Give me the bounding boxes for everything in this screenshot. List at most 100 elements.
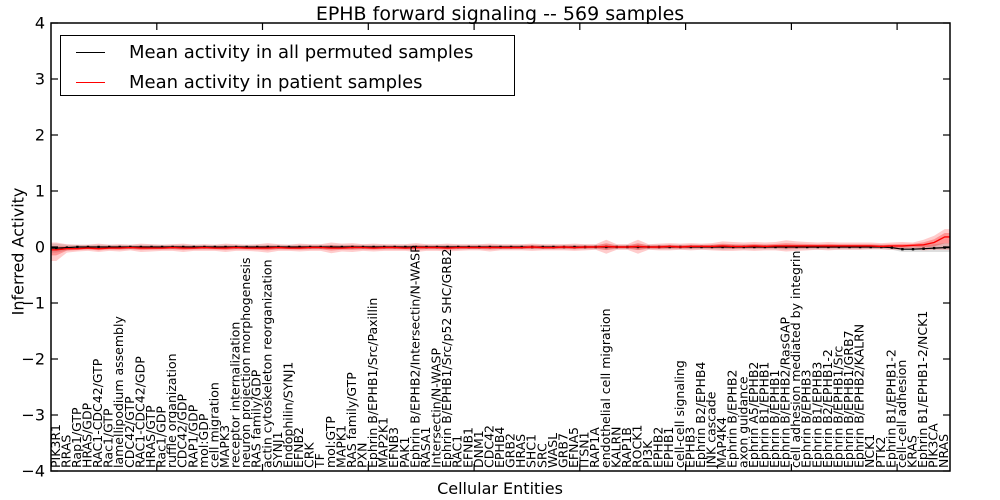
x-tick-label: CDC42/GTP xyxy=(122,396,137,468)
patient-mean-line xyxy=(51,236,950,251)
x-tick-label: MAP2K1 xyxy=(376,417,391,468)
x-tick-label: Ephrin A5/EPHB2 xyxy=(746,362,761,468)
x-tick-label: neuron projection morphogenesis xyxy=(238,257,253,468)
legend-label-patient-samples: Mean activity in patient samples xyxy=(129,71,423,93)
x-tick-label: GRB7 xyxy=(556,433,571,468)
x-tick-label: GRB2 xyxy=(503,433,518,468)
x-tick-label: WASL xyxy=(545,433,560,468)
x-tick-label: cell migration xyxy=(206,382,221,468)
x-tick-label: RAP1B xyxy=(619,427,634,468)
x-tick-label: EFNB1 xyxy=(460,427,475,468)
x-tick-label: Ephrin B/EPHB2/KALRN xyxy=(852,324,867,468)
x-tick-label: RAC1-CDC42/GDP xyxy=(132,356,147,468)
x-tick-label: cell-cell signaling xyxy=(672,360,687,468)
x-tick-label: PIK3CA xyxy=(926,423,941,468)
x-tick-label: MAPK3 xyxy=(217,425,232,468)
x-tick-label: HRAS/GDP xyxy=(80,402,95,468)
x-tick-label: endothelial cell migration xyxy=(598,308,613,468)
patient-band xyxy=(51,229,950,261)
x-tick-label: RAS family/GDP xyxy=(249,369,264,468)
x-tick-label: SRC xyxy=(534,443,549,468)
x-tick-label: EFNB3 xyxy=(386,427,401,468)
x-tick-label: RASA1 xyxy=(418,427,433,468)
x-tick-label: Ephrin B1/EPHB1-2/NCK1 xyxy=(915,311,930,468)
y-tick-label: 4 xyxy=(35,14,45,33)
x-tick-label: lamellipodium assembly xyxy=(111,316,126,468)
x-tick-label: cell-cell adhesion xyxy=(894,360,909,468)
x-tick-label: actin cytoskeleton reorganization xyxy=(259,259,274,468)
x-tick-label: Ephrin B/EPHB2/Intersectin/N-WASP xyxy=(407,245,422,468)
tick-marks xyxy=(51,22,950,472)
x-tick-label: Rac1/GTP xyxy=(101,408,116,468)
x-tick-label: RAS family/GTP xyxy=(344,372,359,468)
x-tick-label: mol:GDP xyxy=(196,413,211,468)
x-tick-label: CDC42 xyxy=(481,425,496,468)
x-tick-label: SHC1 xyxy=(524,434,539,468)
x-tick-label: Ephrin B1/EPHB1-2 xyxy=(883,349,898,468)
x-tick-label: Ephrin B2/EPHB4 xyxy=(693,362,708,468)
x-tick-label: Ephrin B/EPHB1/GRB7 xyxy=(841,330,856,468)
x-tick-label: RAC1-CDC42/GTP xyxy=(90,358,105,468)
x-tick-label: MAP4K4 xyxy=(714,417,729,468)
x-tick-label: EPHB3 xyxy=(682,427,697,468)
x-tick-label: mol:GTP xyxy=(323,416,338,468)
x-tick-label: cell adhesion mediated by integrin xyxy=(788,251,803,468)
y-tick-label: −3 xyxy=(21,406,45,425)
x-tick-label: Ephrin B/EPHB1/Src/p52 SHC/GRB2 xyxy=(439,249,454,469)
x-axis-label: Cellular Entities xyxy=(437,479,563,498)
x-tick-label: PI3K xyxy=(640,440,655,468)
x-tick-label: Intersectin/N-WASP xyxy=(429,348,444,468)
x-tick-label: NCK1 xyxy=(862,434,877,468)
y-tick-label: 1 xyxy=(35,182,45,201)
x-tick-label: SYNJ1 xyxy=(270,431,285,468)
legend-entry-permuted: Mean activity in all permuted samples xyxy=(61,38,514,66)
x-tick-label: CRK xyxy=(302,442,317,468)
x-tick-label: Rac1/GDP xyxy=(154,406,169,468)
x-tick-label: Ephrin B/EPHB1/Src xyxy=(830,346,845,468)
x-tick-label: Ephrin B/EPHB2 xyxy=(725,370,740,468)
x-tick-label: ITSN1 xyxy=(577,431,592,468)
x-tick-label: CDC42/GDP xyxy=(175,393,190,468)
x-tick-label: Ephrin B/EPHB1/Src/Paxillin xyxy=(365,298,380,468)
x-tick-label: ROCK1 xyxy=(630,425,645,468)
x-tick-label: axon guidance xyxy=(735,376,750,468)
x-tick-label: ruffle organization xyxy=(164,353,179,468)
x-tick-label: Ephrin B/EPHB3 xyxy=(799,370,814,468)
x-tick-label: DNM1 xyxy=(471,430,486,468)
x-tick-label: EFNA5 xyxy=(566,427,581,468)
x-tick-label: PIK3R1 xyxy=(48,424,63,468)
x-tick-label: EPHB4 xyxy=(492,427,507,468)
x-tick-label: Ephrin B/EPHB2/RasGAP xyxy=(778,317,793,468)
legend-line-patient-samples xyxy=(76,81,105,83)
x-tick-label: KALRN xyxy=(608,426,623,468)
x-tick-label: RAP1/GDP xyxy=(185,404,200,468)
x-tick-label: Ephrin B/EPHB1 xyxy=(767,370,782,468)
x-tick-label: EPHB1 xyxy=(661,427,676,468)
chart-title: EPHB forward signaling -- 569 samples xyxy=(315,3,685,25)
x-tick-label: PTK2 xyxy=(873,437,888,468)
x-tick-label: PAK1 xyxy=(397,437,412,468)
x-tick-label: RAP1A xyxy=(587,427,602,468)
legend-label-permuted-samples: Mean activity in all permuted samples xyxy=(129,41,474,63)
x-tick-label: MAPK1 xyxy=(333,425,348,468)
x-tick-label: RRAS xyxy=(58,435,73,468)
x-tick-label: HRAS/GTP xyxy=(143,405,158,468)
x-tick-label: Ephrin B1/EPHB3 xyxy=(809,362,824,468)
x-tick-label: receptor internalization xyxy=(228,322,243,468)
x-tick-label: Ephrin B2/EPHB1-2 xyxy=(820,349,835,468)
y-tick-label: −1 xyxy=(21,294,45,313)
x-tick-label: Endophilin/SYNJ1 xyxy=(281,362,296,468)
x-tick-label: RAC1 xyxy=(450,435,465,468)
legend-line-permuted-samples xyxy=(76,51,105,53)
y-tick-label: −2 xyxy=(21,350,45,369)
x-tick-label: EFNB2 xyxy=(291,427,306,468)
legend-entry-patient: Mean activity in patient samples xyxy=(61,68,514,96)
x-tick-label: NRAS xyxy=(936,434,951,468)
y-tick-labels: 4 3 2 1 0 −1 −2 −3 −4 xyxy=(21,14,45,481)
y-tick-label: 3 xyxy=(35,70,45,89)
y-tick-label: 2 xyxy=(35,126,45,145)
x-tick-label: Ephrin B1/EPHB1 xyxy=(756,362,771,468)
x-tick-label: EPHB2 xyxy=(651,427,666,468)
